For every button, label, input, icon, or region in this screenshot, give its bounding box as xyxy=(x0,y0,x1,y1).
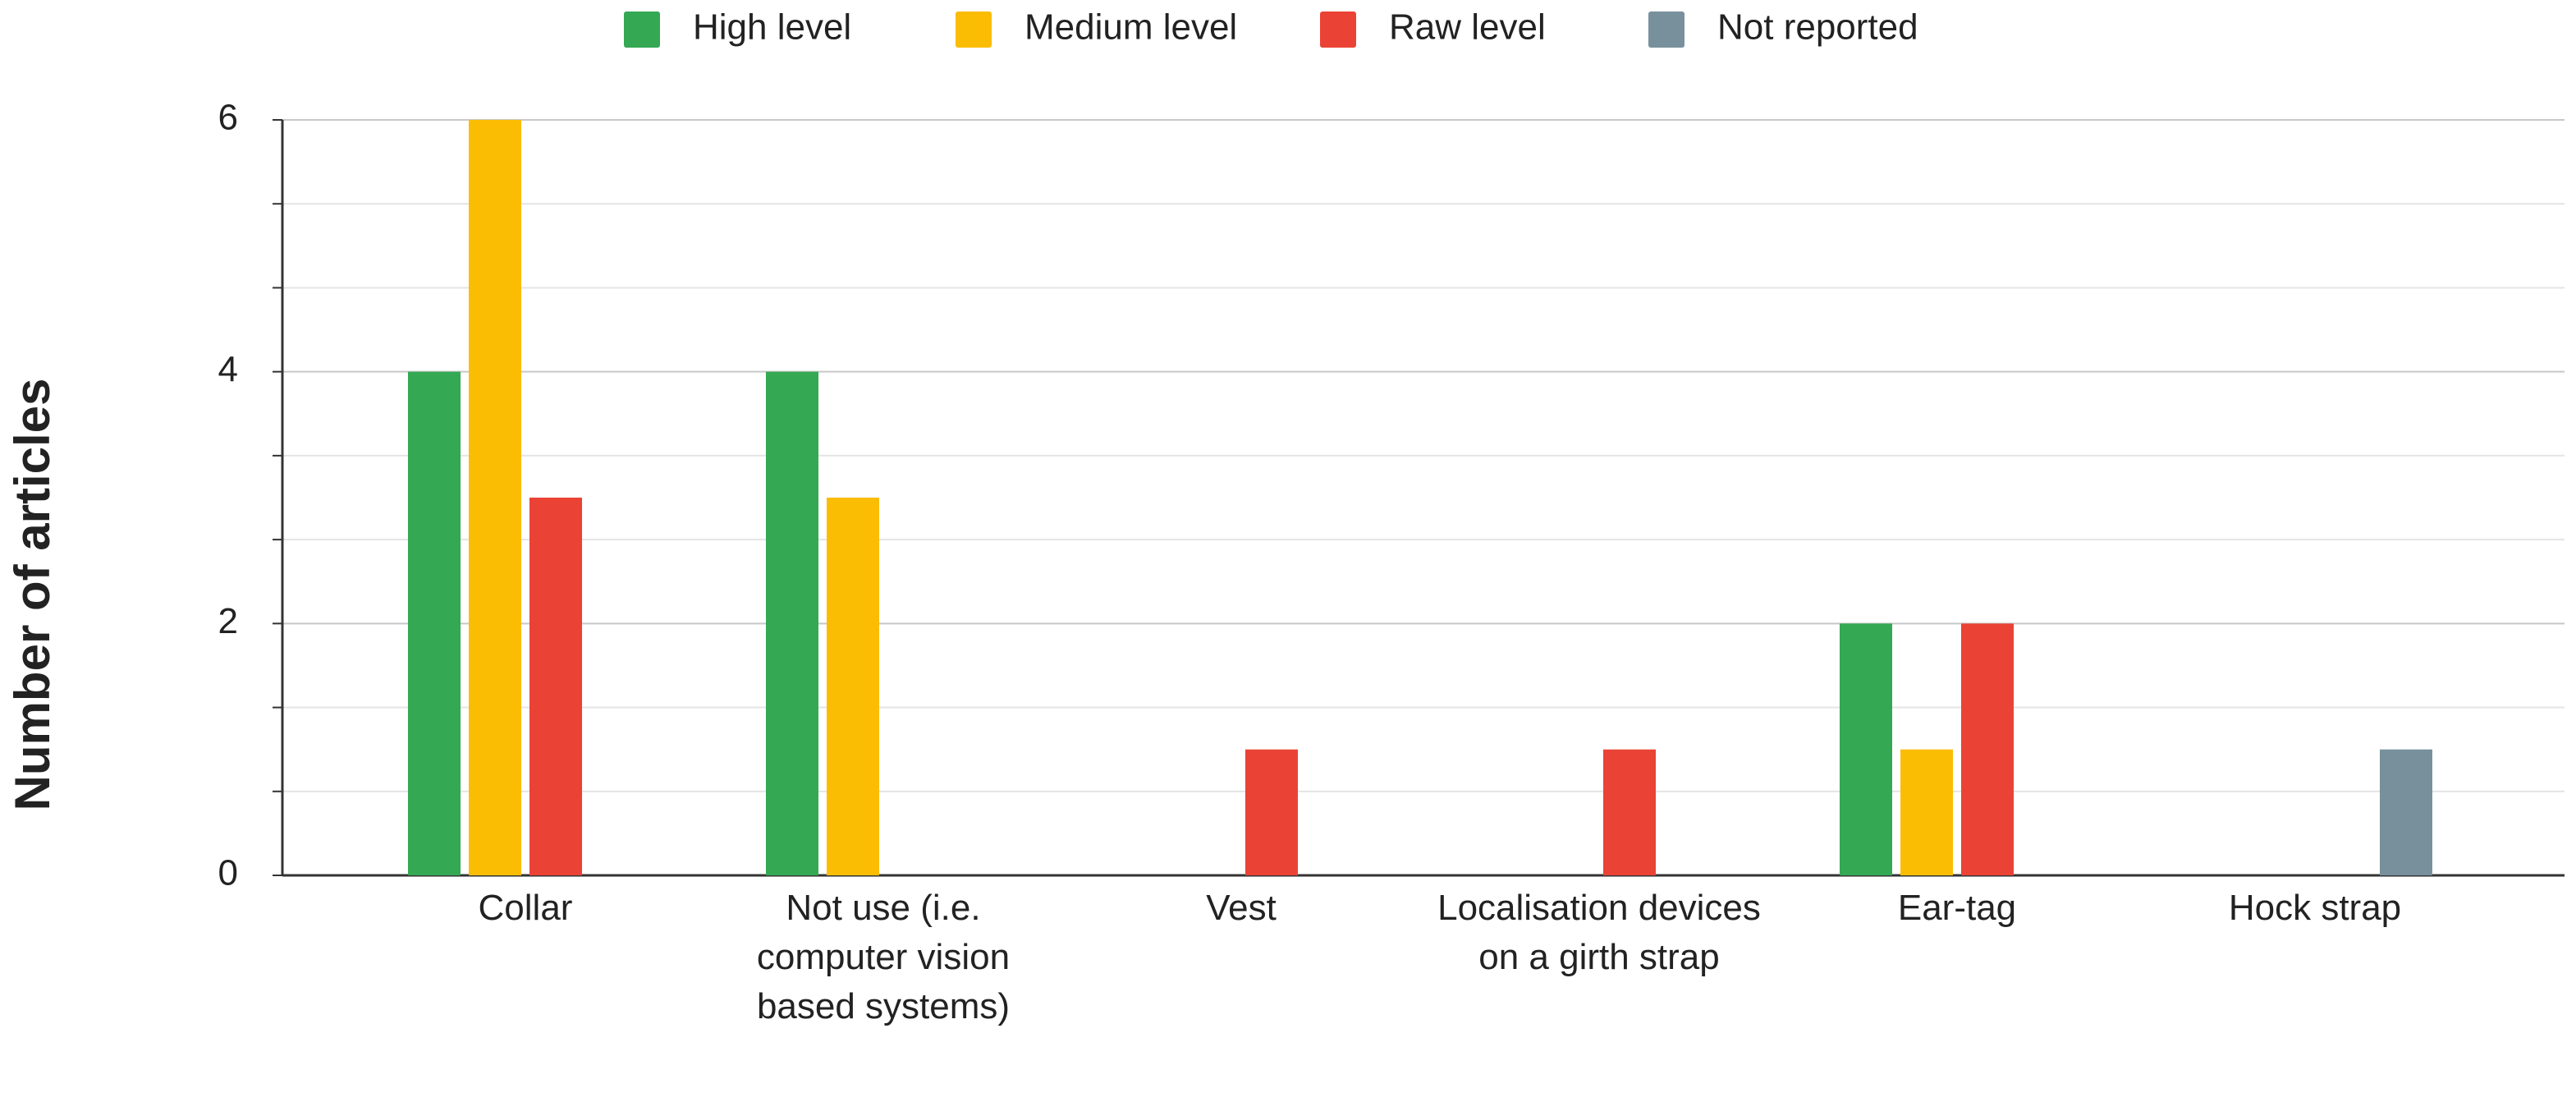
legend-swatch xyxy=(1320,11,1356,48)
x-tick-label: Localisation devices on a girth strap xyxy=(1437,888,1761,977)
legend-swatch xyxy=(624,11,660,48)
legend-label: Raw level xyxy=(1389,7,1546,48)
bar xyxy=(1900,749,1953,875)
bar xyxy=(1603,749,1656,875)
bar xyxy=(469,120,521,875)
bar xyxy=(2380,749,2432,875)
legend-label: Medium level xyxy=(1024,7,1237,48)
bar xyxy=(1961,623,2014,875)
bar xyxy=(1245,749,1298,875)
y-axis-title: Number of articles xyxy=(5,379,60,811)
x-tick-label: Vest xyxy=(1206,888,1277,928)
bar xyxy=(827,498,879,875)
x-tick-label: Ear-tag xyxy=(1897,888,2017,928)
y-tick-label: 6 xyxy=(218,98,238,138)
y-tick-label: 2 xyxy=(218,601,238,641)
legend-swatch xyxy=(1648,11,1684,48)
y-tick-label: 4 xyxy=(218,349,238,389)
x-tick-label: Collar xyxy=(478,888,573,928)
legend-label: High level xyxy=(693,7,851,48)
y-tick-label: 0 xyxy=(218,853,238,893)
x-tick-label: Hock strap xyxy=(2228,888,2402,928)
x-tick-label: Not use (i.e. computer vision based syst… xyxy=(756,888,1011,1026)
legend-swatch xyxy=(956,11,992,48)
bar xyxy=(1840,623,1892,875)
bar xyxy=(766,371,818,876)
bar xyxy=(408,371,461,876)
legend-label: Not reported xyxy=(1717,7,1918,48)
bar xyxy=(529,498,582,875)
